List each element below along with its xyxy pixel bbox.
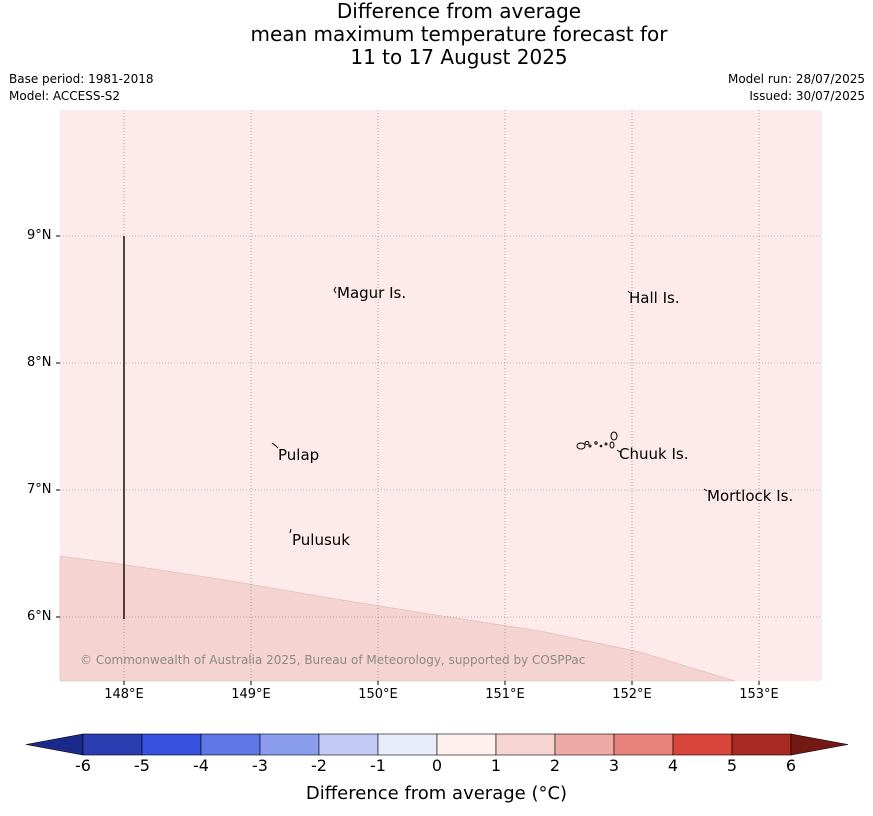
colorbar-tick-label: 3 [608,756,620,775]
lon-label-149e: 149°E [231,687,271,702]
base-period: Base period: 1981-2018 [9,72,154,86]
island-pulap [271,442,279,449]
colorbar-segment [318,733,379,756]
colorbar-segment [259,733,320,756]
model-run: Model run: 28/07/2025 [727,72,865,86]
colorbar-segment [731,733,792,756]
copyright-notice: © Commonwealth of Australia 2025, Bureau… [80,653,586,667]
colorbar-tick-label: -5 [134,756,150,775]
title-line-1: Difference from average [336,0,582,23]
colorbar-tick-label: 0 [431,756,443,775]
lon-label-151e: 151°E [485,687,525,702]
colorbar-tick-label: -2 [311,756,327,775]
lat-label-8n: 8°N [27,355,52,370]
colorbar-tick-label: -3 [252,756,268,775]
place-chuuk: Chuuk Is. [619,445,689,463]
colorbar-tick-label: 5 [726,756,738,775]
place-pulusuk: Pulusuk [292,531,350,549]
place-magur: Magur Is. [337,284,407,302]
lon-label-150e: 150°E [358,687,398,702]
colorbar [25,733,849,756]
colorbar-segment [82,733,143,756]
place-pulap: Pulap [278,446,320,464]
title-line-2: mean maximum temperature forecast for [250,22,668,46]
island-chuuk [576,431,621,453]
island-pulusuk [289,528,292,534]
colorbar-segment [377,733,438,756]
place-mortlock: Mortlock Is. [707,487,794,505]
place-hall: Hall Is. [629,289,680,307]
colorbar-tick-label: -6 [75,756,91,775]
anomaly-band-1-2 [59,555,736,682]
lat-label-7n: 7°N [27,482,52,497]
colorbar-segment [436,733,497,756]
colorbar-tick-label: 4 [667,756,679,775]
island-outlines [271,286,708,534]
colorbar-segment [200,733,261,756]
island-mortlock [703,488,708,492]
colorbar-arrow-high [790,733,849,756]
colorbar-tick-label: 1 [490,756,502,775]
colorbar-segment [141,733,202,756]
lon-label-152e: 152°E [612,687,652,702]
lon-label-153e: 153°E [739,687,779,702]
issued-date: Issued: 30/07/2025 [749,89,865,103]
colorbar-title: Difference from average (°C) [305,783,568,804]
title-line-3: 11 to 17 August 2025 [350,45,568,69]
tick-marks [56,235,760,685]
island-hall [627,290,631,294]
colorbar-arrow-low [25,733,84,756]
model-name: Model: ACCESS-S2 [9,89,121,103]
colorbar-segment [554,733,615,756]
colorbar-segment [613,733,674,756]
lat-label-6n: 6°N [27,609,52,624]
meta-right: Model run: 28/07/2025 Issued: 30/07/2025 [728,71,865,105]
meta-left: Base period: 1981-2018 Model: ACCESS-S2 [9,71,154,105]
island-magur [333,286,337,294]
lon-label-148e: 148°E [104,687,144,702]
lat-label-9n: 9°N [27,228,52,243]
colorbar-segment [495,733,556,756]
colorbar-tick-label: -1 [370,756,386,775]
colorbar-tick-label: 6 [785,756,797,775]
colorbar-tick-label: 2 [549,756,561,775]
colorbar-tick-label: -4 [193,756,209,775]
chart-title: Difference from average mean maximum tem… [0,0,873,69]
colorbar-segment [672,733,733,756]
grid-lines [60,110,822,681]
